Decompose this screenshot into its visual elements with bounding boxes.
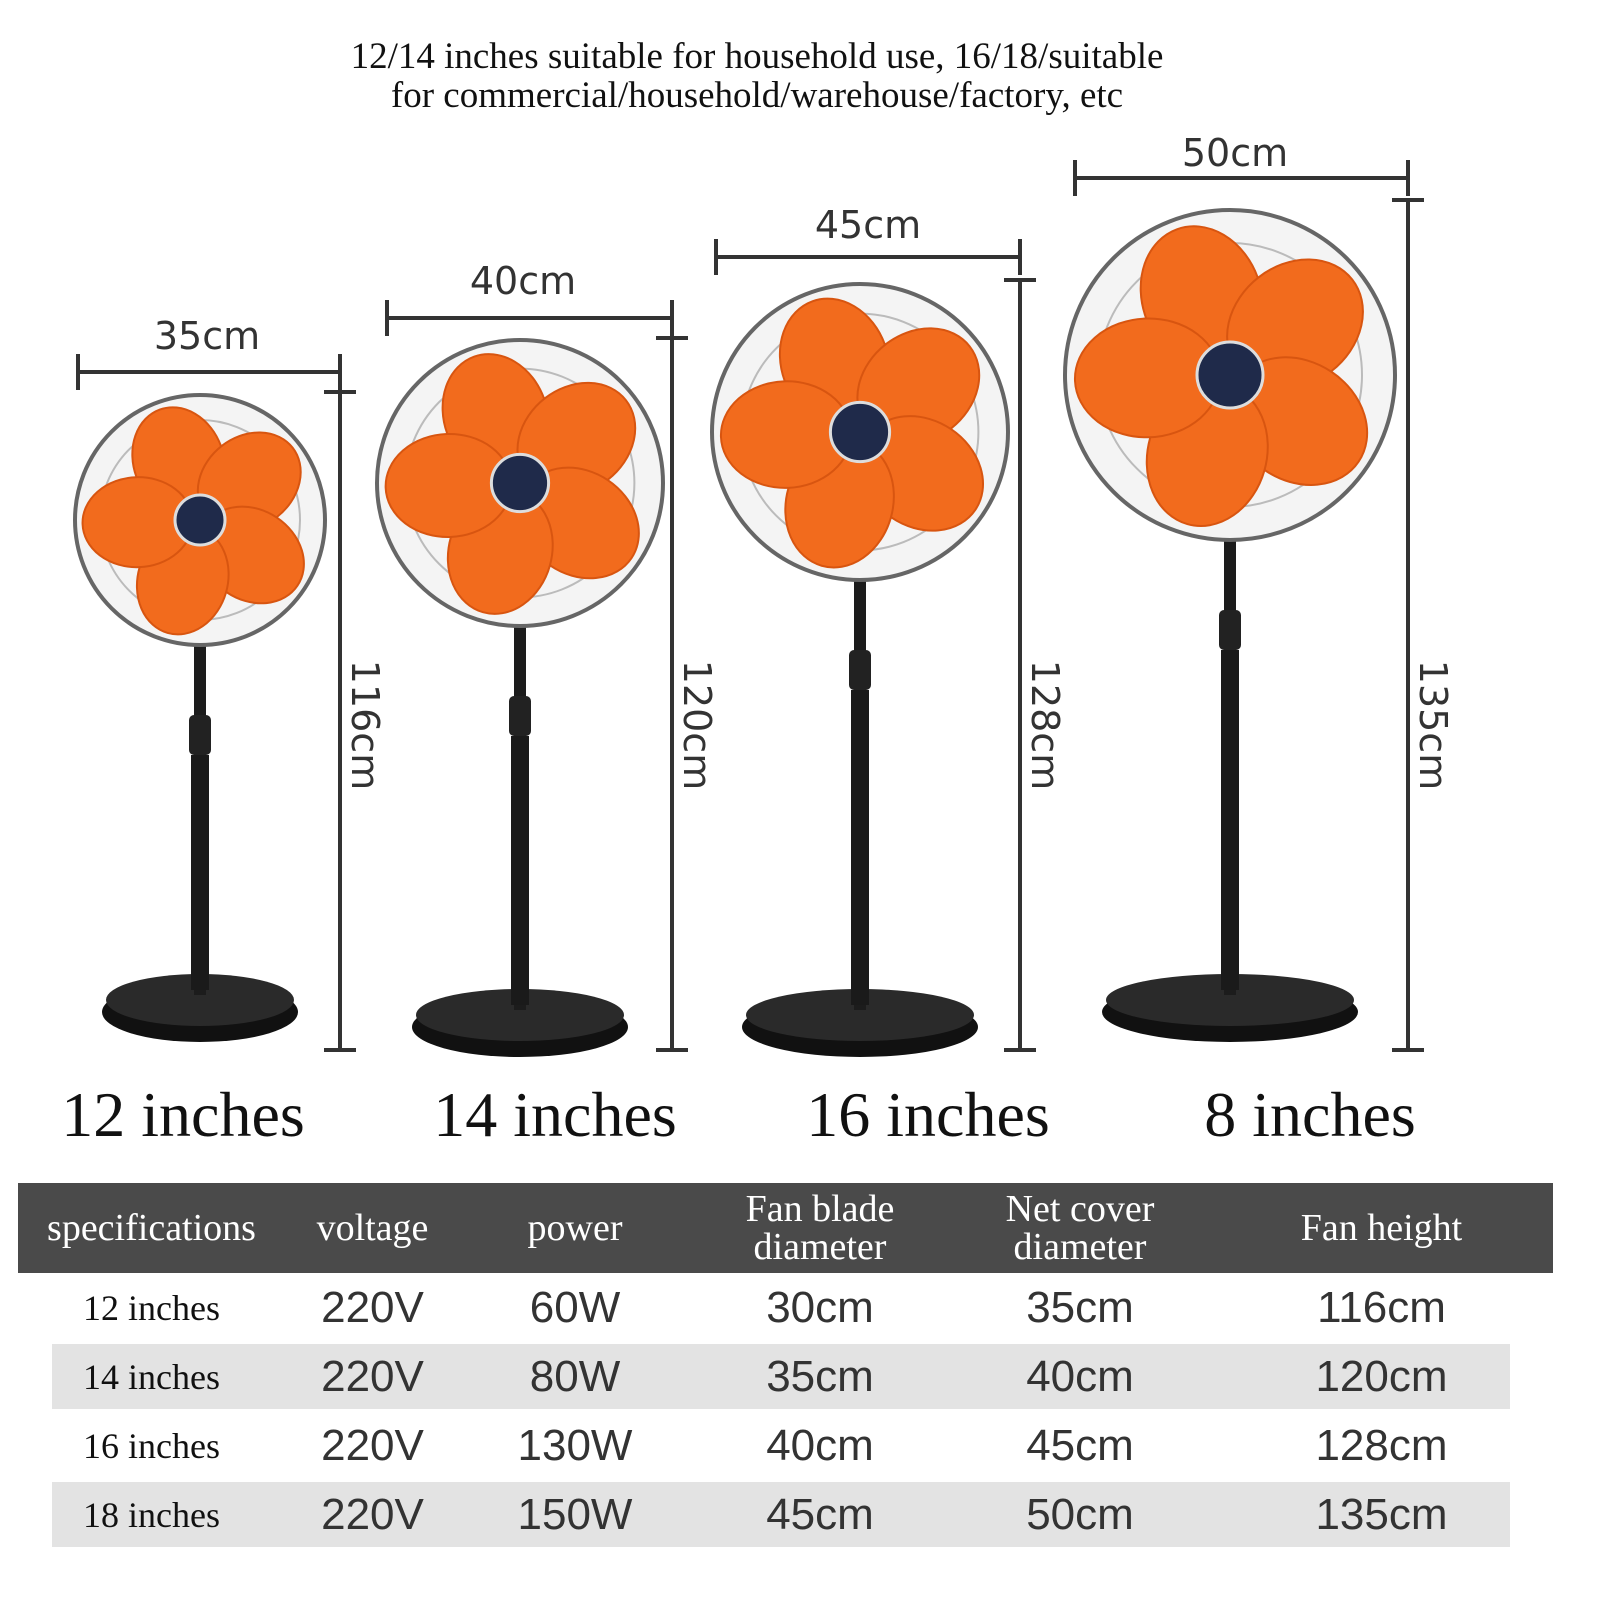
header-cell: power (527, 1207, 623, 1249)
table-cell: 35cm (766, 1351, 874, 1401)
table-cell: 220V (321, 1282, 424, 1332)
height-label: 116cm (343, 660, 387, 790)
fan (1063, 208, 1397, 1042)
height-label: 135cm (1411, 660, 1455, 790)
fan-pole-joint (849, 650, 871, 690)
width-label: 45cm (815, 203, 921, 247)
table-cell: 50cm (1026, 1489, 1134, 1539)
table-cell: 220V (321, 1351, 424, 1401)
table-cell: 116cm (1317, 1282, 1446, 1332)
spec-table: specifications voltage power Fan blade diam… (18, 1183, 1553, 1549)
table-cell: 40cm (766, 1420, 874, 1470)
table-cell: 150W (517, 1489, 633, 1539)
fan-pole-lower (511, 736, 529, 1005)
fan-hub (489, 452, 551, 514)
table-row: 14 inches 220V 80W 35cm 40cm 120cm (18, 1342, 1553, 1411)
fan (73, 393, 327, 1042)
size-label: 12 inches (61, 1079, 305, 1150)
size-label: 8 inches (1204, 1079, 1416, 1150)
fan-pole-lower (1221, 650, 1239, 990)
table-cell: 35cm (1026, 1282, 1134, 1332)
table-cell: 45cm (1026, 1420, 1134, 1470)
fan-hub (1195, 340, 1265, 410)
table-cell: 12 inches (83, 1287, 220, 1328)
table-row: 16 inches 220V 130W 40cm 45cm 128cm (18, 1411, 1553, 1480)
header-cell: specifications (47, 1207, 256, 1249)
height-label: 128cm (1023, 660, 1067, 790)
fan-pole-joint (189, 715, 211, 755)
fan-pole-lower (851, 690, 869, 1005)
table-cell: 14 inches (83, 1356, 220, 1397)
fan-base-top (106, 974, 294, 1026)
title-line: 12/14 inches suitable for household use,… (351, 36, 1164, 77)
table-row: 12 inches 220V 60W 30cm 35cm 116cm (18, 1273, 1553, 1342)
fan-pole-joint (1219, 610, 1241, 650)
table-cell: 30cm (766, 1282, 874, 1332)
fan-base-top (1106, 974, 1354, 1026)
table-header: specifications voltage power Fan blade diam… (18, 1183, 1553, 1273)
header-cell: Fan blade diameter (745, 1188, 895, 1268)
table-cell: 220V (321, 1420, 424, 1470)
fan (710, 282, 1010, 1057)
fan (375, 338, 665, 1057)
table-cell: 220V (321, 1489, 424, 1539)
table-cell: 128cm (1315, 1420, 1448, 1470)
table-cell: 130W (517, 1420, 633, 1470)
product-illustration: 12/14 inches suitable for household use,… (61, 36, 1455, 1150)
header-cell: Fan height (1300, 1207, 1463, 1249)
table-cell: 135cm (1315, 1489, 1448, 1539)
size-label: 16 inches (806, 1079, 1050, 1150)
table-row: 18 inches 220V 150W 45cm 50cm 135cm (18, 1480, 1553, 1549)
header-cell: Net cover diameter (1005, 1188, 1155, 1268)
table-cell: 80W (529, 1351, 621, 1401)
table-cell: 16 inches (83, 1425, 220, 1466)
fan-hub (828, 400, 892, 464)
width-label: 40cm (470, 259, 576, 303)
table-cell: 18 inches (83, 1494, 220, 1535)
fan-pole-lower (191, 755, 209, 990)
size-label: 14 inches (433, 1079, 677, 1150)
fan-hub (173, 493, 227, 547)
width-label: 35cm (154, 314, 260, 358)
height-label: 120cm (675, 660, 719, 790)
width-label: 50cm (1182, 131, 1288, 175)
table-cell: 60W (529, 1282, 621, 1332)
title-line: for commercial/household/warehouse/facto… (391, 75, 1123, 116)
table-cell: 40cm (1026, 1351, 1134, 1401)
header-cell: voltage (316, 1207, 429, 1249)
table-cell: 120cm (1315, 1351, 1448, 1401)
fan-base-top (746, 989, 974, 1041)
fan-base-top (416, 989, 624, 1041)
table-cell: 45cm (766, 1489, 874, 1539)
fan-pole-joint (509, 696, 531, 736)
